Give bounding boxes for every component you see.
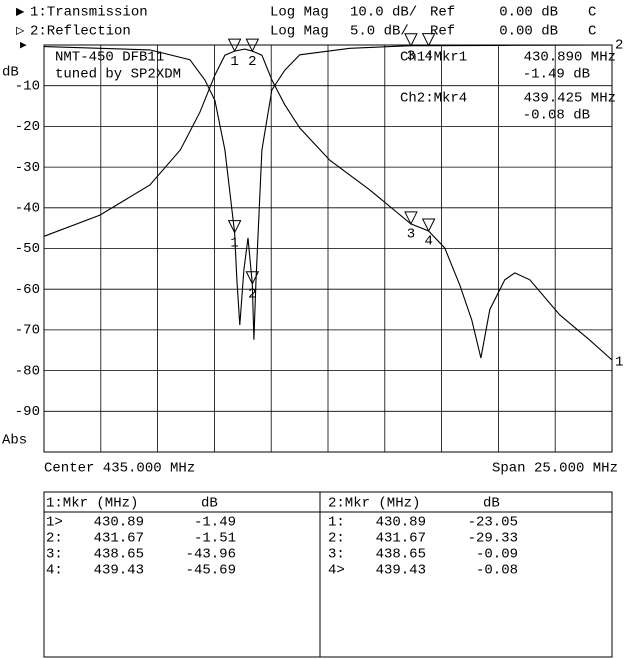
- marker-label: 4: [424, 48, 432, 64]
- trace-label: 2: [615, 38, 623, 54]
- y-tick-label: -90: [15, 404, 40, 420]
- legend-entry: 2:Reflection: [30, 24, 131, 40]
- ref-value: 0.00 dB: [499, 5, 558, 21]
- table-cell: 431.67: [376, 531, 426, 547]
- active-marker-value: -0.08 dB: [523, 108, 590, 124]
- table-cell: 438.65: [376, 547, 426, 563]
- active-marker-title: Ch1:Mkr1: [400, 50, 467, 66]
- table-title: 1:Mkr (MHz): [46, 496, 138, 512]
- y-tick-label: -30: [15, 160, 40, 176]
- marker-label: 3: [407, 227, 415, 243]
- channel-arrow: ▶: [16, 5, 25, 21]
- table-cell: -29.33: [468, 531, 518, 547]
- marker: [404, 211, 418, 226]
- table-title: 2:Mkr (MHz): [328, 496, 420, 512]
- ref-arrow: ▶: [20, 40, 27, 52]
- table-cell: -0.09: [476, 547, 518, 563]
- table-cell: -1.51: [194, 531, 236, 547]
- ref-value: 0.00 dB: [499, 24, 558, 40]
- marker: [227, 38, 242, 53]
- trace-label: 1: [615, 355, 623, 371]
- table-cell: -0.08: [476, 563, 518, 579]
- table-cell: 439.43: [376, 563, 426, 579]
- y-tick-label: -50: [15, 241, 40, 257]
- y-tick-label: -10: [15, 78, 40, 94]
- marker-label: 2: [248, 54, 256, 70]
- table-cell: 431.67: [94, 531, 144, 547]
- table-cell: 430.89: [376, 515, 426, 531]
- table-cell: 2:: [46, 531, 63, 547]
- table-cell: 430.89: [94, 515, 144, 531]
- y-tick-label: -60: [15, 282, 40, 298]
- y-unit: dB: [2, 65, 19, 81]
- table-cell: 4>: [328, 563, 345, 579]
- marker: [421, 33, 436, 47]
- y-tick-label: -20: [15, 119, 40, 135]
- ref-label: Ref: [430, 24, 455, 40]
- table-cell: 439.43: [94, 563, 144, 579]
- table-cell: 3:: [46, 547, 63, 563]
- active-marker-freq: 439.425 MHz: [524, 91, 616, 107]
- table-cell: -45.69: [186, 563, 236, 579]
- table-cell: 1>: [46, 515, 63, 531]
- trace-format: Log Mag: [270, 24, 329, 40]
- table-cell: 1:: [328, 515, 345, 531]
- active-marker-title: Ch2:Mkr4: [400, 91, 467, 107]
- y-bottom-label: Abs: [2, 433, 27, 449]
- marker-label: 4: [424, 234, 432, 250]
- marker-table-frame: [43, 491, 613, 658]
- table-cell: 2:: [328, 531, 345, 547]
- table-unit: dB: [201, 496, 218, 512]
- marker: [404, 33, 418, 47]
- y-tick-label: -70: [15, 323, 40, 339]
- marker-label: 1: [230, 235, 238, 251]
- marker-label: 2: [248, 286, 256, 302]
- trace-scale: 10.0 dB/: [350, 5, 417, 21]
- table-cell: -1.49: [194, 515, 236, 531]
- annotation: NMT-450 DFB11: [55, 50, 164, 66]
- channel-arrow: ▷: [16, 24, 25, 40]
- marker: [421, 218, 436, 233]
- span-label: Span 25.000 MHz: [492, 461, 618, 477]
- marker: [245, 38, 260, 53]
- trace: [43, 48, 613, 361]
- active-marker-freq: 430.890 MHz: [524, 50, 616, 66]
- legend-entry: 1:Transmission: [30, 5, 148, 21]
- ref-label: Ref: [430, 5, 455, 21]
- marker: [227, 220, 242, 234]
- table-cell: 438.65: [94, 547, 144, 563]
- table-cell: 4:: [46, 563, 63, 579]
- trace-scale: 5.0 dB/: [350, 24, 409, 40]
- marker-label: 3: [407, 48, 415, 64]
- table-unit: dB: [483, 496, 500, 512]
- table-cell: -43.96: [186, 547, 236, 563]
- trace-format: Log Mag: [270, 5, 329, 21]
- active-marker-value: -1.49 dB: [523, 67, 590, 83]
- table-cell: 3:: [328, 547, 345, 563]
- trace-flag: C: [588, 5, 596, 21]
- table-cell: -23.05: [468, 515, 518, 531]
- marker-label: 1: [230, 54, 238, 70]
- trace-flag: C: [588, 24, 596, 40]
- center-label: Center 435.000 MHz: [44, 461, 195, 477]
- marker: [245, 271, 260, 285]
- y-tick-label: -40: [15, 201, 40, 217]
- y-tick-label: -80: [15, 363, 40, 379]
- annotation: tuned by SP2XDM: [55, 67, 181, 83]
